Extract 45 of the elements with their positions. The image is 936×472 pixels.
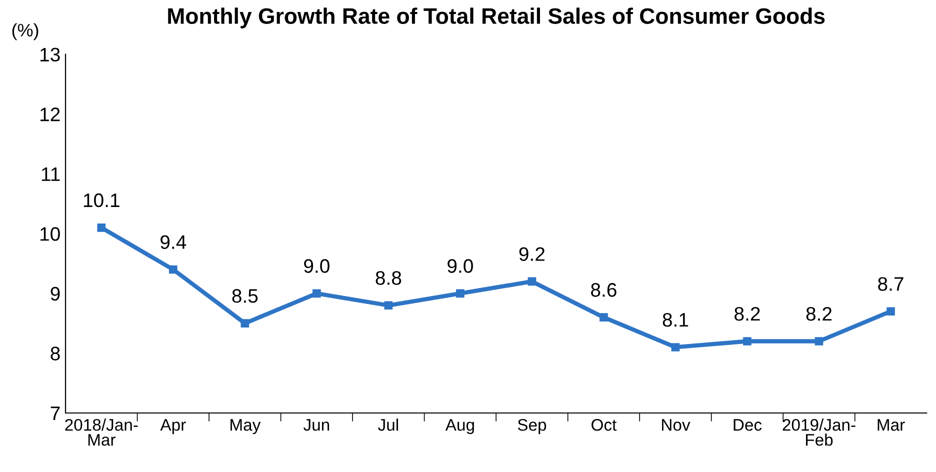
y-tick-label: 10 <box>40 227 60 241</box>
x-tick-label: Dec <box>734 419 762 431</box>
x-tick-label: 2018/Jan- Mar <box>65 418 138 446</box>
y-tick-label: 12 <box>40 108 60 122</box>
data-label: 9.4 <box>160 235 186 249</box>
y-axis-title: (%) <box>12 23 38 40</box>
x-tick-label: Jun <box>304 419 330 431</box>
chart-title: Monthly Growth Rate of Total Retail Sales of Consumer Goods <box>168 8 825 28</box>
data-label: 8.8 <box>376 271 402 285</box>
x-tick-label: Apr <box>160 419 186 434</box>
point <box>456 289 464 298</box>
point <box>671 343 680 352</box>
y-tick-label: 8 <box>50 346 60 360</box>
y-tick-label: 9 <box>50 286 60 301</box>
point <box>384 301 393 310</box>
data-label: 10.1 <box>84 193 120 208</box>
point <box>886 307 895 316</box>
data-label: 8.7 <box>878 277 904 291</box>
point <box>97 223 106 232</box>
x-tick-label: Jul <box>378 418 398 431</box>
x-tick-label: May <box>230 419 261 434</box>
y-tick-label: 11 <box>42 168 60 181</box>
x-tick-label: Sep <box>518 418 546 434</box>
data-label: 8.2 <box>806 306 832 321</box>
data-label: 9.0 <box>304 259 330 273</box>
x-tick-label: Aug <box>445 419 474 434</box>
data-label: 8.5 <box>232 289 258 303</box>
x-tick-label: Oct <box>592 418 617 431</box>
y-tick-label: 13 <box>40 48 60 62</box>
point <box>168 265 178 274</box>
point <box>528 277 536 286</box>
point <box>743 337 752 346</box>
x-tick-label: Nov <box>662 419 690 431</box>
x-tick-label: Mar <box>878 419 905 431</box>
data-label: 8.1 <box>662 312 688 327</box>
y-tick-label: 7 <box>50 406 60 420</box>
data-label: 8.6 <box>591 283 616 297</box>
x-tick-label: 2019/Jan- Feb <box>782 418 856 446</box>
point <box>600 313 608 322</box>
point <box>240 319 250 328</box>
point <box>814 337 824 346</box>
data-label: 8.2 <box>734 306 760 321</box>
data-label: 9.0 <box>448 259 473 273</box>
data-label: 9.2 <box>519 247 544 261</box>
point <box>312 289 321 298</box>
